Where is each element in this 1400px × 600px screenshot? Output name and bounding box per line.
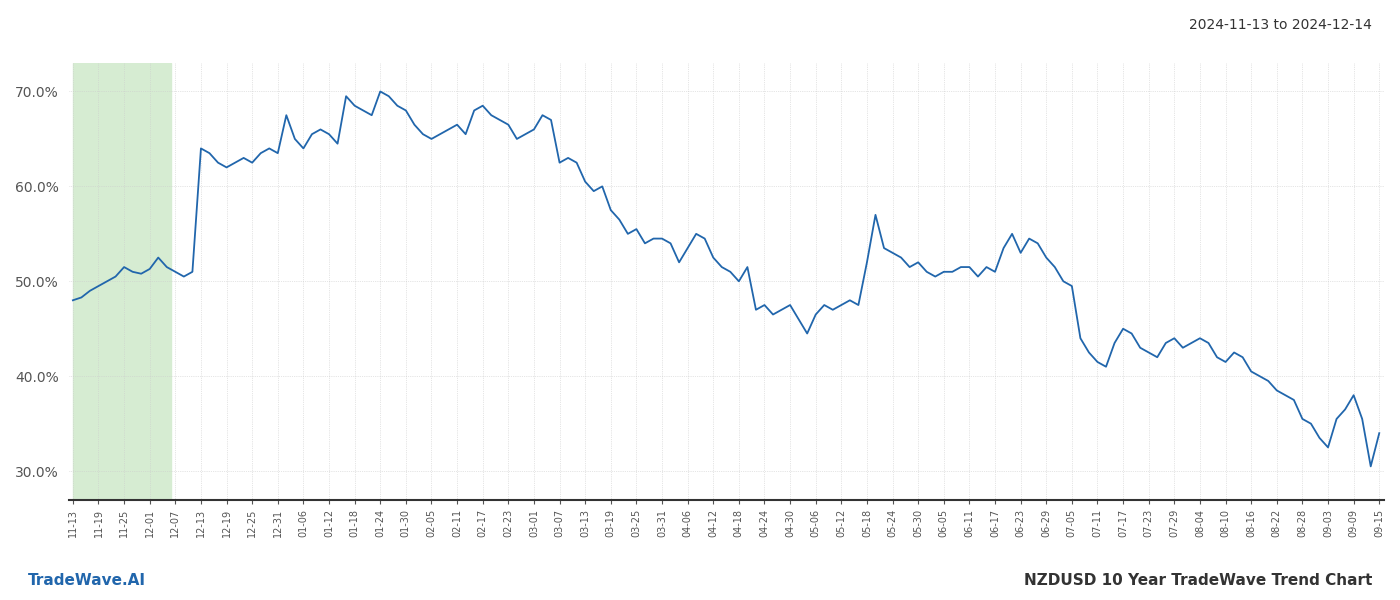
Bar bbox=[73, 63, 171, 500]
Text: TradeWave.AI: TradeWave.AI bbox=[28, 573, 146, 588]
Text: 2024-11-13 to 2024-12-14: 2024-11-13 to 2024-12-14 bbox=[1189, 18, 1372, 32]
Text: NZDUSD 10 Year TradeWave Trend Chart: NZDUSD 10 Year TradeWave Trend Chart bbox=[1023, 573, 1372, 588]
